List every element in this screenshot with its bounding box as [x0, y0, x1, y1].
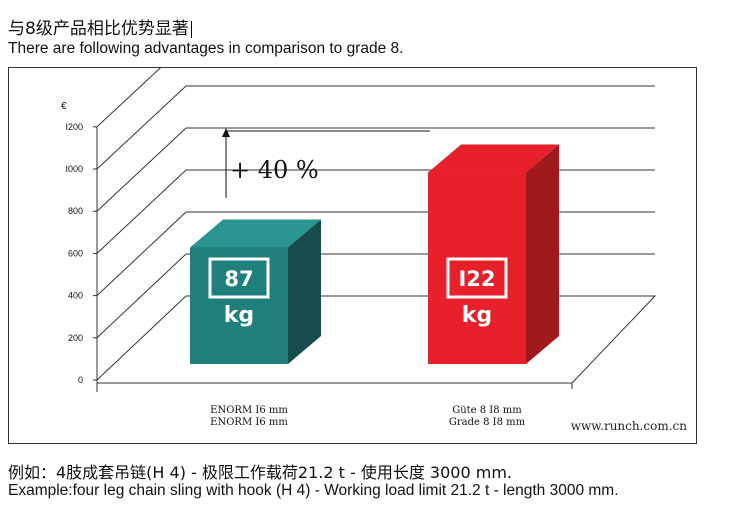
category-label: ENORM I6 mm [210, 417, 288, 428]
chart-bars: 87 kg I22 kg [190, 144, 559, 364]
page-title-cn: 与8级产品相比优势显著 [8, 14, 192, 39]
bar-value-label: I22 [458, 267, 495, 291]
bar-value-box [446, 257, 508, 299]
y-tick-label: 400 [68, 291, 83, 301]
y-axis-label: € [61, 101, 67, 112]
bar-side-face [288, 219, 321, 364]
bar-front-face [428, 172, 526, 364]
y-tick-label: I200 [65, 122, 83, 132]
annotation-label: + 40 % [230, 156, 319, 184]
y-tick-label: 600 [68, 248, 83, 258]
grid-diag [96, 68, 161, 128]
caption-cn: 例如：4肢成套吊链(H 4) - 极限工作载荷21.2 t - 使用长度 300… [8, 463, 512, 482]
grid-diag [96, 253, 187, 339]
bar-top-face [190, 219, 321, 248]
text-cursor [190, 20, 192, 38]
y-tick-label: 200 [68, 333, 83, 343]
chart-grid [96, 68, 657, 389]
annotation-arrowhead [222, 128, 230, 137]
category-label: Grade 8 I8 mm [449, 417, 526, 428]
y-axis: 0 200 400 600 800 I000 I200 € [61, 101, 98, 392]
bar-chart: 0 200 400 600 800 I000 I200 € 87 kg I22 kg ENORM I… [61, 68, 687, 433]
grid-diag [96, 169, 187, 254]
bar-unit-label: kg [462, 303, 492, 328]
y-tick-label: 800 [68, 206, 83, 216]
bar-1: 87 kg [190, 219, 321, 364]
bar-2: I22 kg [428, 144, 559, 364]
category-label: Güte 8 I8 mm [452, 405, 522, 416]
bar-top-face [428, 144, 559, 173]
category-label: ENORM I6 mm [210, 405, 288, 416]
y-tick-label: 0 [78, 375, 83, 385]
grid-diag [96, 127, 187, 212]
y-tick-label: I000 [65, 164, 83, 174]
chart-frame: 0 200 400 600 800 I000 I200 € 87 kg I22 kg ENORM I… [8, 67, 697, 444]
bar-unit-label: kg [224, 303, 254, 328]
bar-front-face [190, 247, 288, 364]
watermark-text: www.runch.com.cn [571, 419, 688, 433]
bar-value-box [208, 257, 270, 299]
grid-diag [96, 211, 187, 296]
floor-outline [96, 295, 657, 384]
grid-diag [96, 85, 187, 170]
bar-side-face [526, 144, 559, 364]
caption-en: Example:four leg chain sling with hook (… [8, 482, 619, 499]
page-title-en: There are following advantages in compar… [8, 40, 404, 57]
bar-value-label: 87 [224, 267, 253, 291]
